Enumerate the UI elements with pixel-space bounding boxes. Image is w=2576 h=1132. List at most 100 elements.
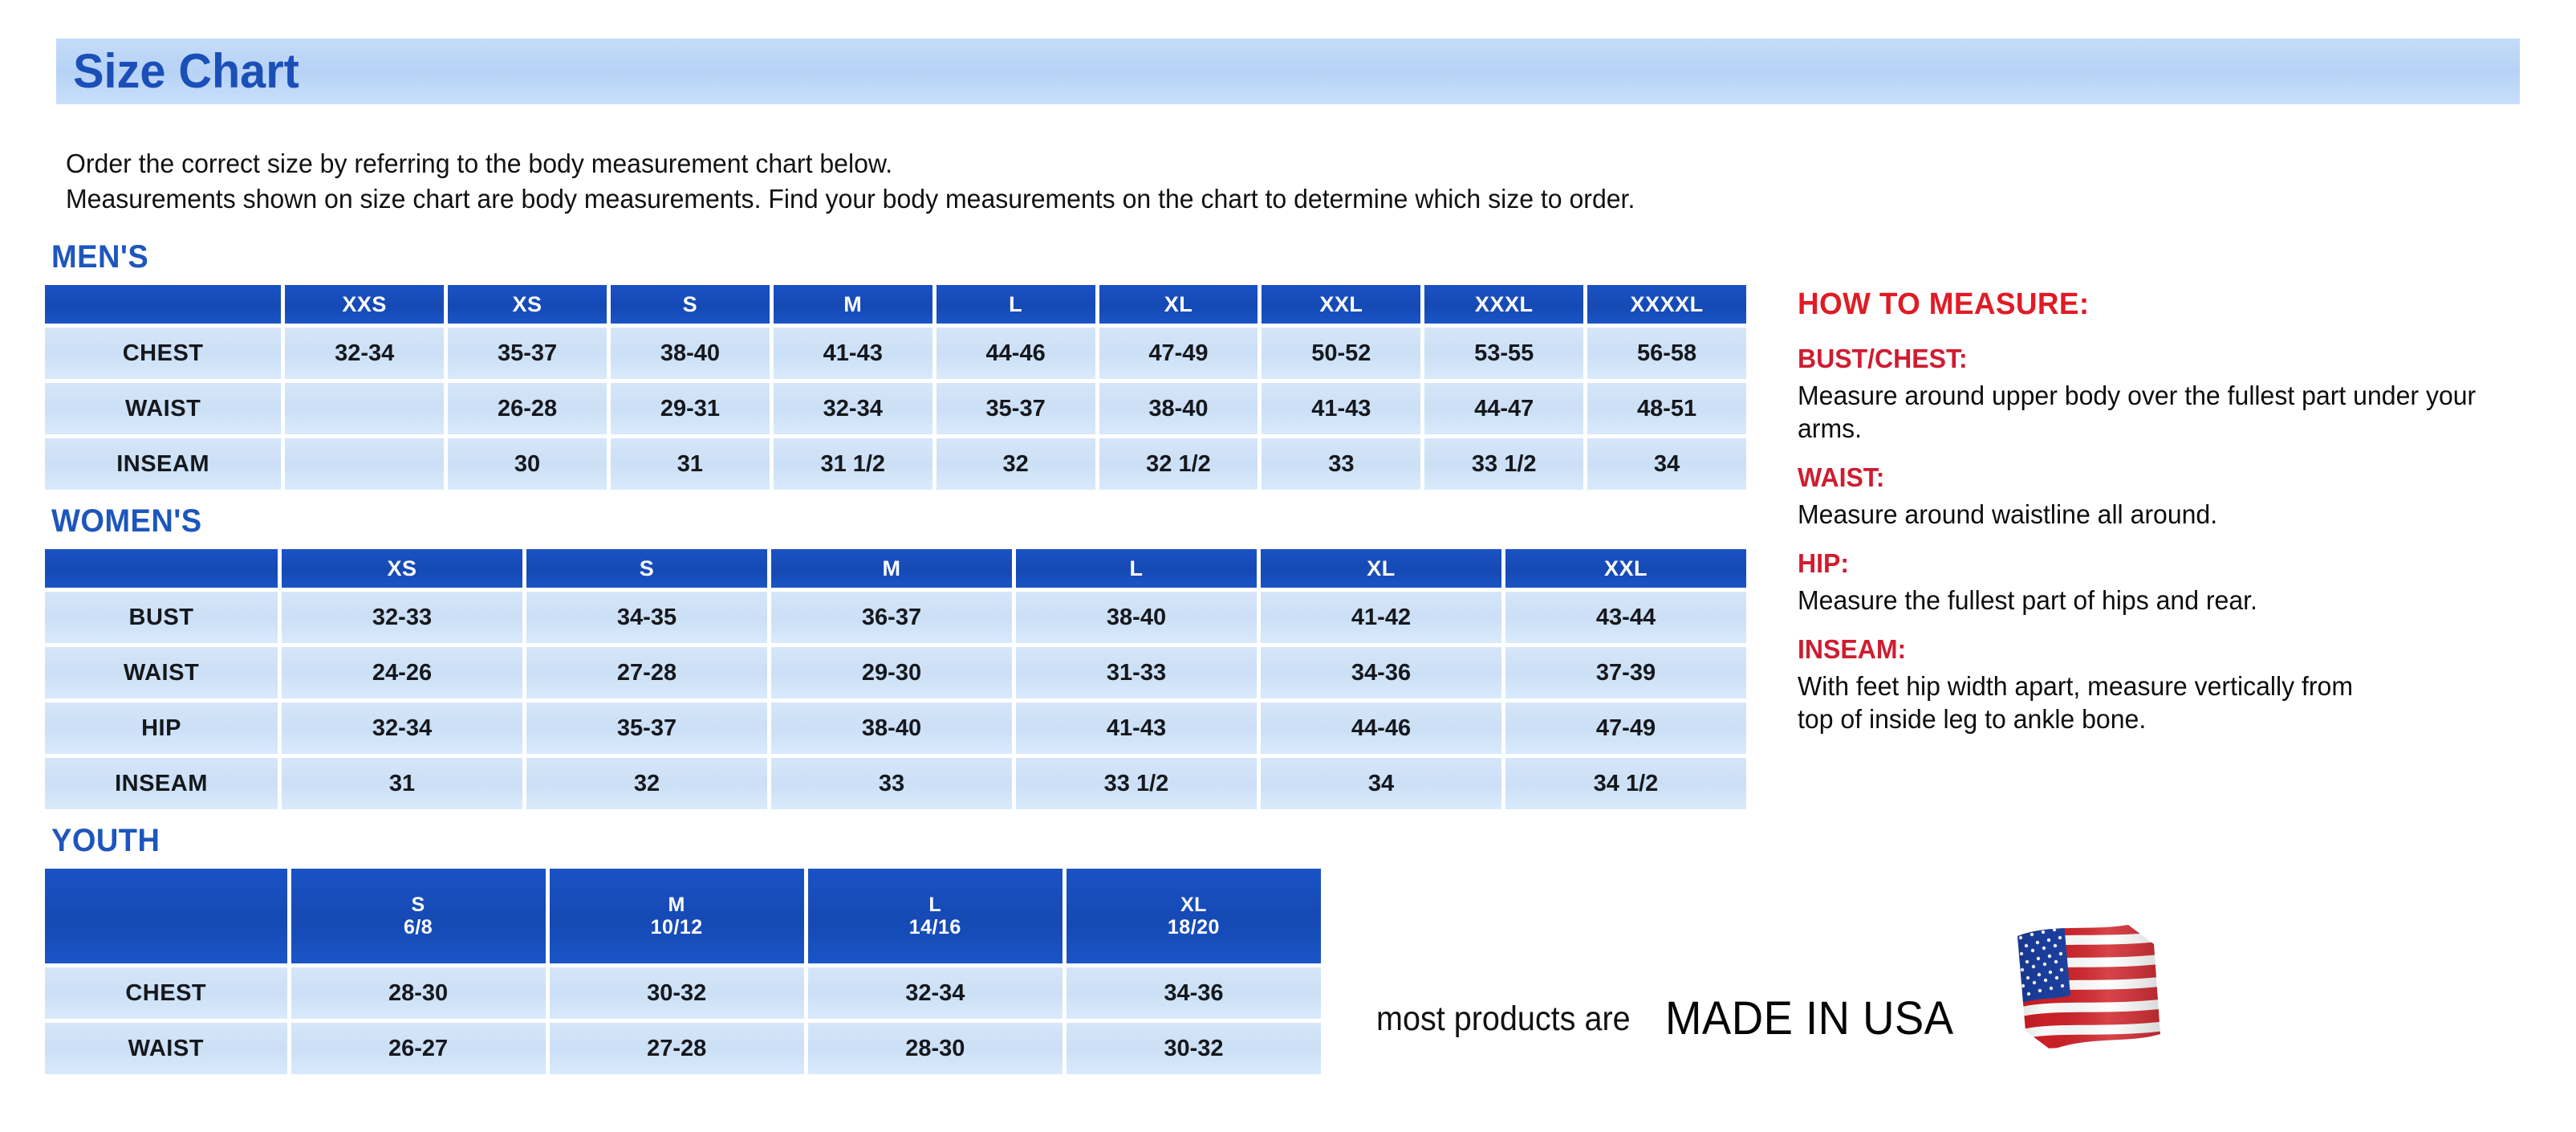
mens-col-header: XXL bbox=[1262, 285, 1421, 324]
table-cell: 37-39 bbox=[1505, 647, 1746, 698]
table-cell: 35-37 bbox=[448, 328, 607, 379]
mens-col-header: M bbox=[773, 285, 932, 324]
table-cell: 44-46 bbox=[936, 328, 1095, 379]
table-cell: 44-47 bbox=[1424, 383, 1584, 434]
table-cell: 32-34 bbox=[807, 967, 1062, 1019]
row-label: CHEST bbox=[45, 328, 282, 379]
how-to-measure-panel: HOW TO MEASURE: BUST/CHEST: Measure arou… bbox=[1798, 289, 2544, 753]
mens-table-head: XXS XS S M L XL XXL XXXL XXXXL bbox=[45, 285, 1746, 324]
table-cell: 34-35 bbox=[526, 592, 767, 643]
measure-label: WAIST: bbox=[1798, 462, 1885, 492]
mens-col-header: XL bbox=[1099, 285, 1258, 324]
youth-size-range: 14/16 bbox=[908, 916, 961, 939]
table-row: WAIST 26-27 27-28 28-30 30-32 bbox=[45, 1023, 1321, 1074]
youth-size-letter: S bbox=[411, 894, 425, 916]
table-cell: 33 1/2 bbox=[1016, 758, 1257, 809]
table-cell: 33 bbox=[771, 758, 1012, 809]
intro-paragraph: Order the correct size by referring to t… bbox=[66, 146, 2464, 217]
table-cell: 30 bbox=[448, 438, 607, 490]
measure-text: Measure around upper body over the fulle… bbox=[1798, 380, 2476, 443]
table-cell: 27-28 bbox=[549, 1023, 804, 1074]
youth-table-body: CHEST 28-30 30-32 32-34 34-36 WAIST 26-2… bbox=[45, 967, 1321, 1074]
youth-size-range: 6/8 bbox=[403, 916, 433, 939]
table-cell: 47-49 bbox=[1099, 328, 1258, 379]
table-cell: 44-46 bbox=[1261, 702, 1501, 754]
table-cell: 33 bbox=[1262, 438, 1421, 490]
table-cell: 43-44 bbox=[1505, 592, 1746, 643]
table-cell: 36-37 bbox=[771, 592, 1012, 643]
youth-col-header: L 14/16 bbox=[807, 869, 1062, 963]
womens-col-header: XS bbox=[282, 549, 522, 588]
table-cell: 35-37 bbox=[526, 702, 767, 754]
youth-size-range: 18/20 bbox=[1167, 916, 1220, 939]
table-cell: 33 1/2 bbox=[1424, 438, 1584, 490]
table-cell: 41-43 bbox=[1016, 702, 1257, 754]
table-cell: 26-27 bbox=[291, 1023, 546, 1074]
table-row: CHEST 32-34 35-37 38-40 41-43 44-46 47-4… bbox=[45, 328, 1746, 379]
youth-header-row: S 6/8 M 10/12 L 14/16 XL 18/20 bbox=[45, 869, 1321, 963]
youth-size-table: S 6/8 M 10/12 L 14/16 XL 18/20 CHES bbox=[41, 865, 1325, 1078]
made-in-usa-footer: most products are MADE IN USA bbox=[1376, 925, 2178, 1066]
womens-size-table: XS S M L XL XXL BUST 32-33 34-35 36-37 3… bbox=[41, 545, 1750, 813]
row-label: CHEST bbox=[45, 967, 287, 1019]
mens-col-header: S bbox=[610, 285, 770, 324]
womens-heading: WOMEN'S bbox=[51, 503, 202, 539]
table-row: CHEST 28-30 30-32 32-34 34-36 bbox=[45, 967, 1321, 1019]
mens-header-row: XXS XS S M L XL XXL XXXL XXXXL bbox=[45, 285, 1746, 324]
womens-col-header: L bbox=[1016, 549, 1257, 588]
row-label: WAIST bbox=[45, 383, 282, 434]
womens-col-header: XL bbox=[1261, 549, 1501, 588]
usa-flag-icon bbox=[1993, 922, 2178, 1066]
womens-col-header: S bbox=[526, 549, 767, 588]
table-cell: 50-52 bbox=[1262, 328, 1421, 379]
table-cell: 31 1/2 bbox=[773, 438, 932, 490]
youth-size-range: 10/12 bbox=[650, 916, 703, 939]
footer-made-in-usa-text: MADE IN USA bbox=[1665, 992, 1954, 1044]
title-banner: Size Chart bbox=[56, 39, 2520, 104]
table-row: WAIST 24-26 27-28 29-30 31-33 34-36 37-3… bbox=[45, 647, 1746, 698]
measure-text: Measure around waistline all around. bbox=[1798, 499, 2218, 529]
mens-col-header: XXS bbox=[285, 285, 445, 324]
mens-size-table: XXS XS S M L XL XXL XXXL XXXXL CHEST 32-… bbox=[41, 281, 1750, 494]
table-cell: 32-34 bbox=[773, 383, 932, 434]
table-cell: 26-28 bbox=[448, 383, 607, 434]
table-cell: 35-37 bbox=[936, 383, 1095, 434]
table-cell: 31 bbox=[610, 438, 770, 490]
row-label: INSEAM bbox=[45, 438, 282, 490]
table-cell: 47-49 bbox=[1505, 702, 1746, 754]
womens-table-head: XS S M L XL XXL bbox=[45, 549, 1746, 588]
mens-col-header: L bbox=[936, 285, 1095, 324]
table-cell: 38-40 bbox=[1016, 592, 1257, 643]
table-cell: 41-43 bbox=[773, 328, 932, 379]
youth-table-head: S 6/8 M 10/12 L 14/16 XL 18/20 bbox=[45, 869, 1321, 963]
table-cell: 32 1/2 bbox=[1099, 438, 1258, 490]
table-cell: 27-28 bbox=[526, 647, 767, 698]
table-row: BUST 32-33 34-35 36-37 38-40 41-42 43-44 bbox=[45, 592, 1746, 643]
measure-item-bust-chest: BUST/CHEST: Measure around upper body ov… bbox=[1798, 344, 2544, 445]
table-cell: 34 bbox=[1261, 758, 1501, 809]
how-to-measure-title: HOW TO MEASURE: bbox=[1798, 287, 2090, 321]
youth-corner-cell bbox=[45, 869, 287, 963]
table-row: INSEAM 31 32 33 33 1/2 34 34 1/2 bbox=[45, 758, 1746, 809]
table-cell: 53-55 bbox=[1424, 328, 1584, 379]
tables-column: MEN'S XXS XS S M L XL XXL XXXL XXXXL CHE… bbox=[45, 241, 1754, 1081]
youth-heading: YOUTH bbox=[51, 823, 160, 858]
intro-line-1: Order the correct size by referring to t… bbox=[66, 149, 893, 178]
intro-line-2: Measurements shown on size chart are bod… bbox=[66, 184, 1635, 214]
measure-item-waist: WAIST: Measure around waistline all arou… bbox=[1798, 462, 2544, 531]
table-cell: 28-30 bbox=[807, 1023, 1062, 1074]
table-row: HIP 32-34 35-37 38-40 41-43 44-46 47-49 bbox=[45, 702, 1746, 754]
row-label: INSEAM bbox=[45, 758, 278, 809]
table-cell: 29-31 bbox=[610, 383, 770, 434]
table-cell: 56-58 bbox=[1587, 328, 1746, 379]
table-cell: 38-40 bbox=[1099, 383, 1258, 434]
table-cell: 34-36 bbox=[1066, 967, 1321, 1019]
mens-corner-cell bbox=[45, 285, 282, 324]
table-cell: 41-42 bbox=[1261, 592, 1501, 643]
table-cell: 31-33 bbox=[1016, 647, 1257, 698]
womens-col-header: XXL bbox=[1505, 549, 1746, 588]
row-label: WAIST bbox=[45, 1023, 287, 1074]
table-cell: 28-30 bbox=[291, 967, 546, 1019]
table-cell bbox=[285, 383, 445, 434]
table-cell bbox=[285, 438, 445, 490]
